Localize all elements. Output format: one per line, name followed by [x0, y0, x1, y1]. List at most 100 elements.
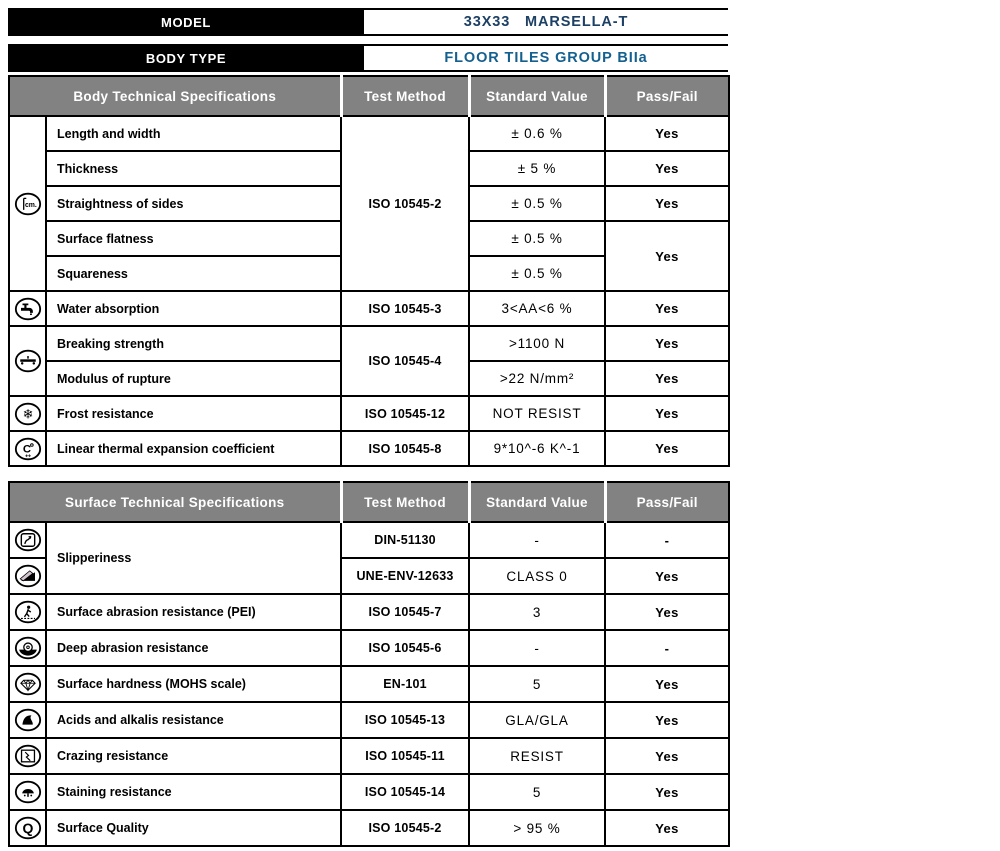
standard-value: ± 5 % — [468, 150, 606, 187]
surface-table-title: Surface Technical Specifications — [9, 481, 341, 523]
pass-fail: Yes — [604, 395, 730, 432]
pass-fail: Yes — [604, 290, 730, 327]
pass-fail: Yes — [604, 115, 730, 152]
test-method: UNE-ENV-12633 — [340, 557, 470, 595]
pass-fail: Yes — [604, 773, 730, 811]
table-row: Surface abrasion resistance (PEI) ISO 10… — [8, 593, 730, 631]
body-type-value: FLOOR TILES GROUP BIIa — [444, 50, 648, 66]
breaking-strength-icon — [8, 325, 47, 397]
acid-drop-icon — [8, 701, 47, 739]
pass-fail: - — [604, 629, 730, 667]
ramp-icon — [8, 557, 47, 595]
standard-value: > 95 % — [468, 809, 606, 847]
frost-icon: ❄ — [8, 395, 47, 432]
body-table-title: Body Technical Specifications — [9, 75, 341, 117]
test-method: ISO 10545-13 — [340, 701, 470, 739]
thermal-expansion-icon: C ↔ — [8, 430, 47, 467]
spec-name: Surface hardness (MOHS scale) — [45, 665, 342, 703]
table-row: Slipperiness DIN-51130 - - — [8, 521, 730, 595]
model-value: 33X33 MARSELLA-T — [463, 14, 629, 30]
standard-value: 5 — [468, 665, 606, 703]
pass-fail: Yes — [604, 701, 730, 739]
pass-fail: Yes — [604, 360, 730, 397]
spec-name: Breaking strength — [45, 325, 342, 362]
standard-value: - — [468, 521, 606, 559]
body-type-row: BODY TYPE FLOOR TILES GROUP BIIa — [8, 44, 728, 72]
table-row: Surface hardness (MOHS scale) EN-101 5 Y… — [8, 665, 730, 703]
spec-name: Surface flatness — [45, 220, 342, 257]
table-row: Modulus of rupture >22 N/mm² Yes — [9, 360, 730, 397]
standard-value: >22 N/mm² — [468, 360, 606, 397]
grinding-wheel-icon — [8, 629, 47, 667]
test-method: DIN-51130 — [340, 521, 470, 559]
spec-name: Deep abrasion resistance — [45, 629, 342, 667]
spec-name: Straightness of sides — [45, 185, 342, 222]
test-method: ISO 10545-6 — [340, 629, 470, 667]
standard-value: >1100 N — [468, 325, 606, 362]
table-row: Straightness of sides ± 0.5 % Yes — [9, 185, 730, 222]
quality-q-icon: Q — [8, 809, 47, 847]
spec-name: Water absorption — [45, 290, 342, 327]
table-row: Deep abrasion resistance ISO 10545-6 - - — [8, 629, 730, 667]
spec-name: Linear thermal expansion coefficient — [45, 430, 342, 467]
standard-value: NOT RESIST — [468, 395, 606, 432]
table-row: C ↔ Linear thermal expansion coefficient… — [8, 430, 730, 467]
pass-fail: Yes — [604, 185, 730, 222]
spec-name: Squareness — [45, 255, 342, 292]
table-row: Crazing resistance ISO 10545-11 RESIST Y… — [8, 737, 730, 775]
table-row: Water absorption ISO 10545-3 3<AA<6 % Ye… — [8, 290, 730, 327]
body-type-label: BODY TYPE — [8, 46, 364, 70]
svg-text:Q: Q — [22, 820, 33, 836]
diamond-icon — [8, 665, 47, 703]
pass-fail: Yes — [604, 430, 730, 467]
spec-name: Staining resistance — [45, 773, 342, 811]
standard-value: 3<AA<6 % — [468, 290, 606, 327]
column-standard-value: Standard Value — [467, 481, 605, 523]
spec-name: Crazing resistance — [45, 737, 342, 775]
test-method: ISO 10545-2 — [340, 115, 470, 292]
test-method: ISO 10545-12 — [340, 395, 470, 432]
test-method: EN-101 — [340, 665, 470, 703]
test-method: ISO 10545-11 — [340, 737, 470, 775]
pass-fail: Yes — [604, 220, 730, 292]
body-table-header-row: Body Technical Specifications Test Metho… — [9, 75, 729, 117]
surface-spec-table: Surface Technical Specifications Test Me… — [8, 481, 730, 847]
pass-fail: Yes — [604, 557, 730, 595]
spec-name: Surface Quality — [45, 809, 342, 847]
standard-value: RESIST — [468, 737, 606, 775]
standard-value: ± 0.5 % — [468, 255, 606, 292]
pass-fail: Yes — [604, 737, 730, 775]
test-method: ISO 10545-8 — [340, 430, 470, 467]
slip-sign-icon — [8, 521, 47, 559]
dimension-icon: cm. — [8, 115, 47, 292]
stain-icon — [8, 773, 47, 811]
test-method: ISO 10545-4 — [340, 325, 470, 397]
pass-fail: - — [604, 521, 730, 559]
standard-value: 3 — [468, 593, 606, 631]
svg-text:↔: ↔ — [25, 451, 31, 459]
spec-name: Length and width — [45, 115, 342, 152]
table-row: Thickness ± 5 % Yes — [9, 150, 730, 187]
column-test-method: Test Method — [339, 75, 469, 117]
standard-value: ± 0.5 % — [468, 185, 606, 222]
svg-text:cm.: cm. — [24, 202, 36, 209]
standard-value: 9*10^-6 K^-1 — [468, 430, 606, 467]
model-label: MODEL — [8, 10, 364, 34]
pass-fail: Yes — [604, 809, 730, 847]
pedestrian-icon — [8, 593, 47, 631]
pass-fail: Yes — [604, 325, 730, 362]
pass-fail: Yes — [604, 150, 730, 187]
spec-name: Slipperiness — [45, 521, 342, 595]
standard-value: ± 0.6 % — [468, 115, 606, 152]
surface-table-header-row: Surface Technical Specifications Test Me… — [9, 481, 729, 523]
column-pass-fail: Pass/Fail — [603, 481, 729, 523]
column-standard-value: Standard Value — [467, 75, 605, 117]
water-tap-icon — [8, 290, 47, 327]
table-row: Staining resistance ISO 10545-14 5 Yes — [8, 773, 730, 811]
svg-text:C: C — [22, 443, 30, 455]
model-row: MODEL 33X33 MARSELLA-T — [8, 8, 728, 36]
standard-value: - — [468, 629, 606, 667]
table-row: ❄ Frost resistance ISO 10545-12 NOT RESI… — [8, 395, 730, 432]
test-method: ISO 10545-14 — [340, 773, 470, 811]
